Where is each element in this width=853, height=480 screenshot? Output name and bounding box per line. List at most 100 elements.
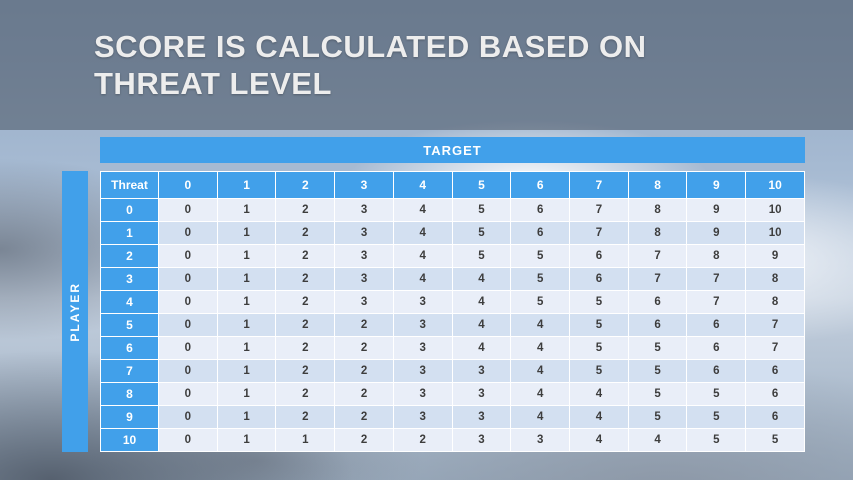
- score-cell: 7: [745, 336, 805, 360]
- score-cell: 9: [745, 244, 805, 268]
- threat-row-header: 9: [100, 405, 159, 429]
- score-cell: 1: [216, 428, 277, 452]
- target-column-header: 8: [627, 171, 688, 199]
- score-cell: 1: [216, 359, 277, 383]
- threat-row-header: 1: [100, 221, 159, 245]
- player-header-bar: PLAYER: [62, 171, 88, 452]
- score-cell: 2: [275, 359, 336, 383]
- score-cell: 0: [158, 382, 218, 406]
- corner-header-threat: Threat: [100, 171, 159, 199]
- score-cell: 0: [158, 336, 218, 360]
- target-column-header: 2: [275, 171, 336, 199]
- score-table: Threat 0 1 2 3 4 5 6 7 8 9 10 0 0 1 2 3 4 5 6 7 8 9 10 1 0 1 2 3 4 5 6…: [100, 171, 805, 452]
- threat-row-header: 0: [100, 198, 159, 222]
- score-cell: 2: [334, 382, 394, 406]
- target-column-header: 4: [392, 171, 453, 199]
- score-cell: 5: [627, 359, 688, 383]
- title-band: SCORE IS CALCULATED BASED ON THREAT LEVE…: [0, 0, 853, 130]
- score-cell: 9: [686, 221, 747, 245]
- score-cell: 4: [569, 382, 629, 406]
- score-cell: 5: [510, 290, 571, 314]
- target-label: TARGET: [423, 142, 482, 158]
- score-cell: 5: [569, 313, 629, 337]
- score-cell: 6: [569, 244, 629, 268]
- score-cell: 4: [392, 267, 453, 291]
- score-cell: 7: [627, 267, 688, 291]
- target-column-header: 6: [510, 171, 571, 199]
- score-cell: 1: [216, 382, 277, 406]
- score-cell: 0: [158, 198, 218, 222]
- target-column-header: 10: [745, 171, 805, 199]
- score-cell: 2: [275, 382, 336, 406]
- score-cell: 5: [569, 359, 629, 383]
- score-cell: 4: [451, 336, 512, 360]
- score-cell: 4: [510, 336, 571, 360]
- score-cell: 4: [451, 313, 512, 337]
- score-cell: 3: [392, 405, 453, 429]
- score-cell: 3: [451, 428, 512, 452]
- table-row: 1 0 1 2 3 4 5 6 7 8 9 10: [100, 221, 805, 245]
- score-cell: 1: [216, 221, 277, 245]
- score-cell: 3: [334, 244, 394, 268]
- score-cell: 3: [451, 359, 512, 383]
- score-cell: 0: [158, 267, 218, 291]
- score-cell: 1: [216, 267, 277, 291]
- score-cell: 7: [627, 244, 688, 268]
- score-cell: 6: [745, 382, 805, 406]
- score-cell: 3: [334, 267, 394, 291]
- score-cell: 4: [392, 221, 453, 245]
- score-cell: 1: [275, 428, 336, 452]
- target-column-header: 7: [569, 171, 629, 199]
- score-cell: 6: [510, 221, 571, 245]
- player-label: PLAYER: [68, 281, 82, 342]
- threat-row-header: 5: [100, 313, 159, 337]
- score-cell: 4: [510, 359, 571, 383]
- score-cell: 3: [451, 382, 512, 406]
- score-cell: 5: [627, 405, 688, 429]
- score-cell: 1: [216, 336, 277, 360]
- threat-row-header: 4: [100, 290, 159, 314]
- score-cell: 1: [216, 290, 277, 314]
- target-column-header: 1: [216, 171, 277, 199]
- score-cell: 2: [275, 405, 336, 429]
- score-cell: 1: [216, 313, 277, 337]
- score-cell: 3: [392, 359, 453, 383]
- score-cell: 2: [334, 359, 394, 383]
- score-cell: 0: [158, 428, 218, 452]
- score-cell: 2: [334, 336, 394, 360]
- score-cell: 0: [158, 405, 218, 429]
- threat-row-header: 7: [100, 359, 159, 383]
- score-cell: 6: [745, 359, 805, 383]
- score-cell: 8: [686, 244, 747, 268]
- table-header-row: Threat 0 1 2 3 4 5 6 7 8 9 10: [100, 171, 805, 199]
- slide-title: SCORE IS CALCULATED BASED ON THREAT LEVE…: [94, 28, 647, 101]
- score-cell: 2: [275, 267, 336, 291]
- score-cell: 4: [451, 290, 512, 314]
- table-row: 0 0 1 2 3 4 5 6 7 8 9 10: [100, 198, 805, 222]
- target-column-header: 0: [158, 171, 218, 199]
- score-cell: 2: [275, 290, 336, 314]
- score-cell: 2: [334, 428, 394, 452]
- table-row: 10 0 1 1 2 2 3 3 4 4 5 5: [100, 428, 805, 452]
- score-cell: 5: [627, 382, 688, 406]
- score-cell: 3: [392, 290, 453, 314]
- score-cell: 1: [216, 198, 277, 222]
- score-cell: 0: [158, 244, 218, 268]
- score-cell: 5: [686, 382, 747, 406]
- score-cell: 5: [510, 267, 571, 291]
- score-cell: 5: [686, 428, 747, 452]
- score-cell: 5: [451, 198, 512, 222]
- score-cell: 3: [392, 336, 453, 360]
- score-cell: 3: [334, 221, 394, 245]
- score-cell: 9: [686, 198, 747, 222]
- score-cell: 6: [686, 336, 747, 360]
- threat-row-header: 2: [100, 244, 159, 268]
- score-cell: 5: [451, 221, 512, 245]
- score-cell: 7: [686, 290, 747, 314]
- score-cell: 6: [686, 359, 747, 383]
- score-cell: 2: [275, 221, 336, 245]
- target-header-bar: TARGET: [100, 137, 805, 163]
